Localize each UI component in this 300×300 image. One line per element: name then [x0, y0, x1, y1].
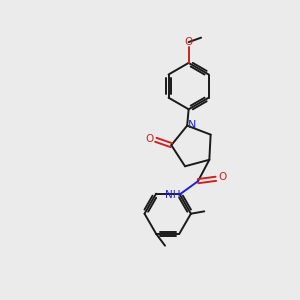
Text: N: N [188, 120, 197, 130]
Text: O: O [146, 134, 154, 144]
Text: NH: NH [165, 190, 180, 200]
Text: O: O [218, 172, 226, 182]
Text: O: O [184, 37, 193, 47]
